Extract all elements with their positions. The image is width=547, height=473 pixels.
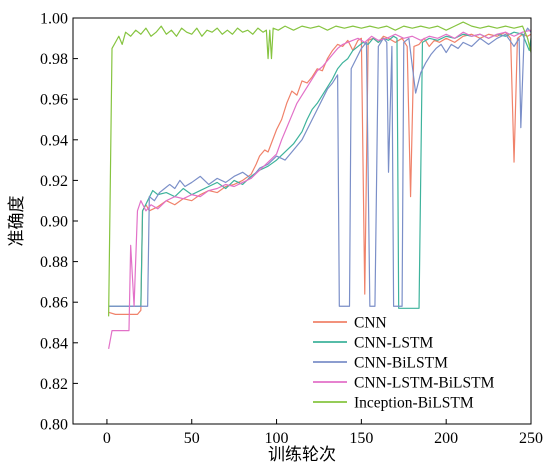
legend-label: CNN [354, 315, 387, 332]
x-tick-label: 250 [519, 430, 543, 447]
y-tick-label: 0.94 [40, 132, 68, 149]
y-tick-label: 0.92 [40, 173, 68, 190]
series-line-cnn-lstm-bilstm [108, 29, 532, 349]
series-line-inception-bilstm [108, 21, 532, 317]
legend-label: CNN-LSTM-BiLSTM [354, 375, 495, 392]
legend-label: Inception-BiLSTM [354, 395, 474, 412]
x-tick-label: 150 [349, 430, 373, 447]
legend-label: CNN-LSTM [354, 335, 433, 352]
legend-label: CNN-BiLSTM [354, 355, 448, 372]
x-tick-label: 0 [103, 430, 111, 447]
x-axis-title: 训练轮次 [268, 445, 336, 464]
y-tick-label: 1.00 [40, 11, 68, 28]
y-tick-label: 0.80 [40, 417, 68, 434]
y-tick-label: 0.90 [40, 214, 68, 231]
x-tick-label: 50 [184, 430, 200, 447]
y-tick-label: 0.96 [40, 92, 68, 109]
series-line-cnn-bilstm [108, 27, 532, 307]
y-tick-label: 0.86 [40, 295, 68, 312]
y-tick-label: 0.98 [40, 51, 68, 68]
y-tick-label: 0.82 [40, 376, 68, 393]
series-layer [108, 21, 532, 349]
axes-layer: 0 50 100 150 200 250 0.80 0.82 0.84 0.86 0.88 0.90 0… [40, 11, 543, 448]
y-tick-label: 0.88 [40, 254, 68, 271]
y-tick-label: 0.84 [40, 335, 68, 352]
legend: CNN CNN-LSTM CNN-BiLSTM CNN-LSTM-BiLSTM Ince… [313, 315, 495, 412]
y-axis-title: 准确度 [7, 196, 26, 247]
x-tick-label: 200 [434, 430, 458, 447]
x-tick-label: 100 [265, 430, 289, 447]
series-line-cnn-lstm [108, 31, 532, 309]
